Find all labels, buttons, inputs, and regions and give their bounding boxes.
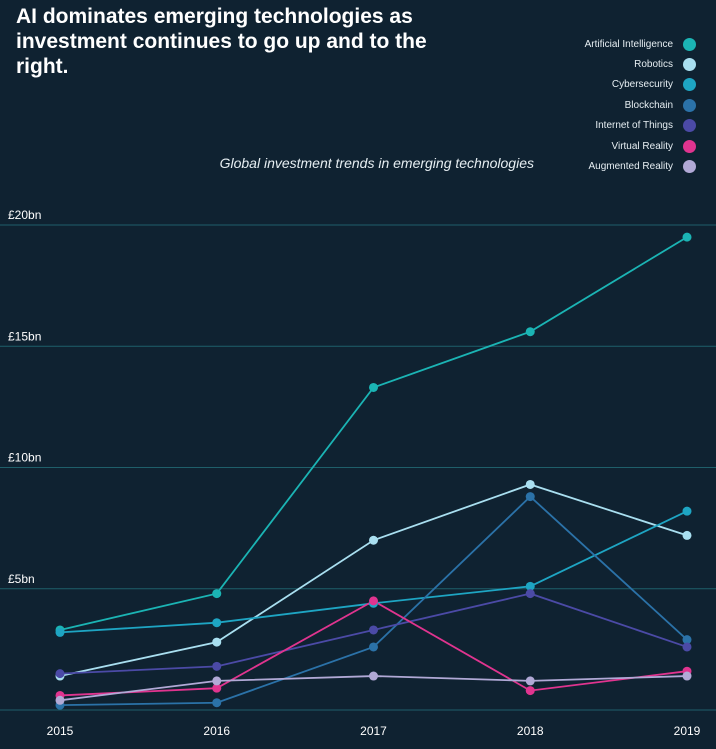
x-tick-label: 2016 <box>203 724 230 738</box>
data-point-internet-of-things <box>369 625 378 635</box>
data-point-robotics <box>682 530 692 540</box>
data-point-robotics <box>369 535 378 545</box>
data-point-blockchain <box>212 698 222 708</box>
y-tick-label: £20bn <box>8 208 41 222</box>
legend-item-cybersecurity: Cybersecurity <box>612 75 696 95</box>
chart-subtitle: Global investment trends in emerging tec… <box>219 155 534 171</box>
legend-item-artificial-intelligence: Artificial Intelligence <box>585 34 696 54</box>
data-point-cybersecurity <box>55 627 65 637</box>
data-point-artificial-intelligence <box>682 232 692 242</box>
data-point-robotics <box>525 479 535 489</box>
data-point-cybersecurity <box>525 581 535 591</box>
data-point-augmented-reality <box>55 695 65 705</box>
data-point-internet-of-things <box>525 589 535 599</box>
data-point-internet-of-things <box>55 669 65 679</box>
data-point-internet-of-things <box>682 642 692 652</box>
legend-swatch <box>683 78 696 92</box>
data-point-augmented-reality <box>369 671 378 681</box>
legend-swatch <box>683 98 696 112</box>
legend-item-blockchain: Blockchain <box>625 95 696 115</box>
data-point-internet-of-things <box>212 661 222 671</box>
x-tick-label: 2018 <box>517 724 544 738</box>
legend-label: Blockchain <box>624 99 673 111</box>
data-point-artificial-intelligence <box>212 589 222 599</box>
y-tick-label: £15bn <box>8 329 41 343</box>
series-line-artificial-intelligence <box>59 236 688 631</box>
x-tick-label: 2015 <box>47 724 74 738</box>
data-point-artificial-intelligence <box>525 327 535 337</box>
legend-swatch <box>683 139 696 153</box>
legend-label: Cybersecurity <box>611 79 673 91</box>
legend: Artificial Intelligence Robotics Cybersecu… <box>585 34 696 177</box>
data-point-robotics <box>212 637 222 647</box>
y-tick-label: £10bn <box>8 451 41 465</box>
data-point-blockchain <box>682 635 692 645</box>
headline: AI dominates emerging technologies as in… <box>16 5 427 78</box>
data-point-virtual-reality <box>369 596 378 606</box>
legend-label: Internet of Things <box>595 120 673 132</box>
data-point-artificial-intelligence <box>369 382 378 392</box>
legend-item-virtual-reality: Virtual Reality <box>611 136 696 156</box>
data-point-virtual-reality <box>212 683 222 693</box>
y-tick-label: £5bn <box>8 572 35 586</box>
legend-swatch <box>683 37 696 51</box>
x-tick-label: 2017 <box>360 724 387 738</box>
legend-swatch <box>683 58 696 72</box>
legend-label: Artificial Intelligence <box>584 38 673 50</box>
legend-swatch <box>683 160 696 174</box>
legend-swatch <box>683 119 696 133</box>
legend-item-internet-of-things: Internet of Things <box>595 116 696 136</box>
legend-label: Virtual Reality <box>611 140 673 152</box>
data-point-augmented-reality <box>682 671 692 681</box>
legend-item-augmented-reality: Augmented Reality <box>588 156 696 176</box>
data-point-virtual-reality <box>525 686 535 696</box>
data-point-augmented-reality <box>212 676 222 686</box>
data-point-blockchain <box>525 492 535 502</box>
data-point-blockchain <box>369 642 378 652</box>
x-tick-label: 2019 <box>674 724 701 738</box>
data-point-cybersecurity <box>212 618 222 628</box>
data-point-cybersecurity <box>682 506 692 516</box>
legend-label: Augmented Reality <box>588 161 674 173</box>
data-point-augmented-reality <box>525 676 535 686</box>
legend-item-robotics: Robotics <box>634 54 696 74</box>
legend-label: Robotics <box>634 59 673 71</box>
